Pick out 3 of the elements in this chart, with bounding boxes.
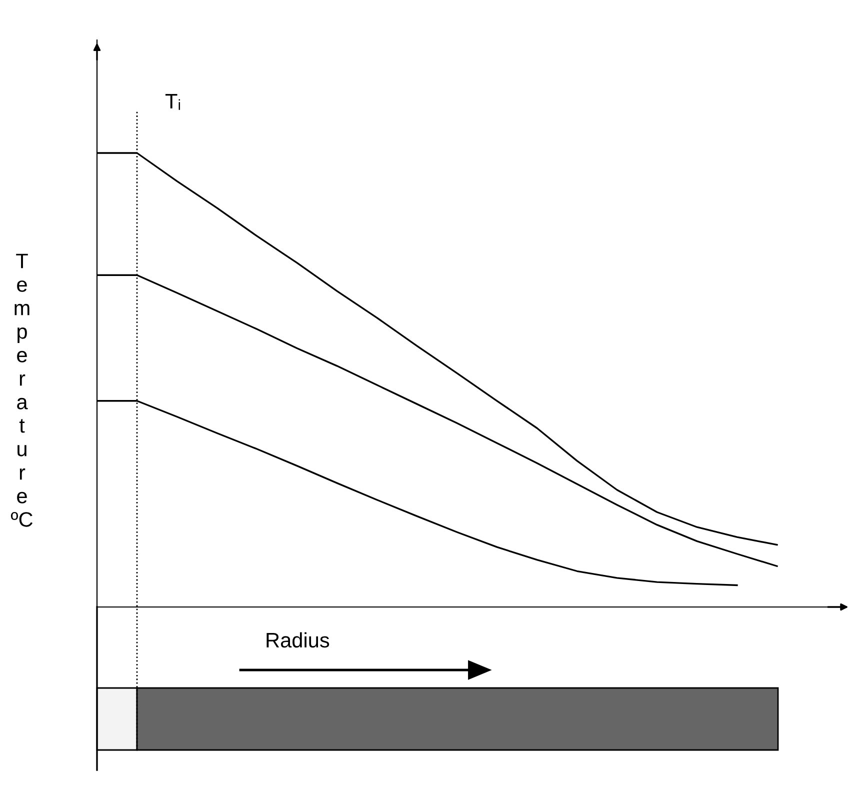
text: Temperature ºC <box>10 254 33 527</box>
x-axis-title: Radius <box>266 632 330 648</box>
text: Tᵢ <box>165 94 180 110</box>
